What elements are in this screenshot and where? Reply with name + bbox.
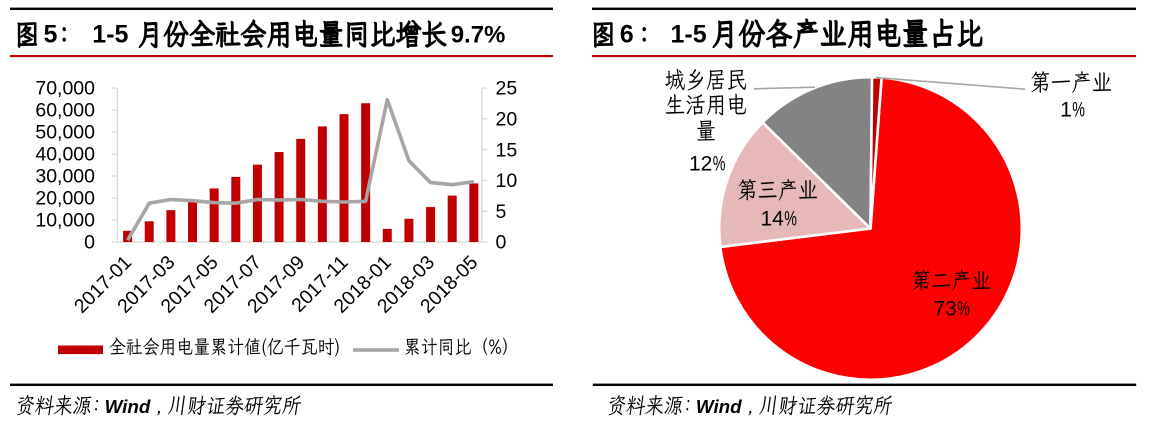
svg-text:50,000: 50,000 (35, 122, 95, 144)
svg-text:Wind: Wind (696, 396, 742, 417)
svg-text:12: 12 (689, 152, 712, 175)
svg-text:1: 1 (1060, 99, 1072, 122)
svg-text:%: % (1072, 98, 1085, 121)
svg-text:73: 73 (933, 298, 956, 321)
svg-text:14: 14 (760, 208, 784, 231)
svg-text:%: % (713, 152, 726, 175)
svg-text:6: 6 (620, 20, 634, 48)
svg-text:15: 15 (496, 139, 518, 161)
svg-text:60,000: 60,000 (35, 100, 95, 122)
svg-text:30,000: 30,000 (35, 166, 95, 188)
svg-text:0: 0 (84, 232, 95, 254)
svg-text:%: % (784, 207, 797, 230)
svg-text:9.7%: 9.7% (451, 21, 506, 48)
svg-text:5: 5 (44, 20, 58, 48)
svg-text:25: 25 (496, 78, 518, 100)
svg-text:5: 5 (496, 201, 507, 223)
svg-text:10: 10 (496, 170, 518, 192)
svg-text:0: 0 (496, 232, 507, 254)
svg-text:Wind: Wind (105, 396, 151, 417)
svg-text:40,000: 40,000 (35, 144, 95, 166)
svg-text:20,000: 20,000 (35, 188, 95, 210)
svg-text:70,000: 70,000 (35, 78, 95, 100)
svg-text:10,000: 10,000 (35, 210, 95, 232)
svg-text:%: % (957, 297, 970, 320)
svg-text:1-5: 1-5 (92, 20, 128, 48)
svg-text:20: 20 (496, 109, 518, 131)
svg-text:1-5: 1-5 (671, 20, 707, 48)
